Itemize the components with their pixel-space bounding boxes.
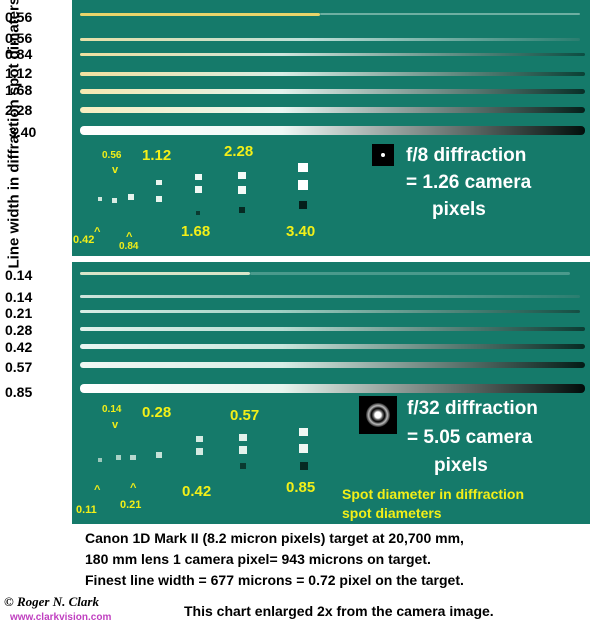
top-line-label: 3.40 [9,124,37,140]
bottom-line-label: 0.57 [5,359,33,375]
caret-marker: ^ [130,482,137,494]
test-line [80,327,585,331]
spot-label: 1.12 [142,147,172,164]
spot-label: 0.56 [102,150,122,161]
bottom-line-label: 0.85 [5,384,33,400]
spot [196,211,200,215]
spot [299,444,308,453]
diffraction-line: pixels [434,455,488,476]
spot [240,463,246,469]
spot-label: 0.84 [119,241,139,252]
spot [238,186,246,194]
spot [128,194,134,200]
diffraction-line: f/8 diffraction [406,145,527,166]
spot [116,455,121,460]
website-url: www.clarkvision.com [10,612,112,623]
spot [195,174,202,180]
spot-note: Spot diameter in diffraction [342,486,525,502]
caret-marker: ^ [94,484,101,496]
spot-label: 0.85 [286,479,316,496]
test-line [80,384,585,393]
test-line [80,310,580,313]
bottom-line-label: 0.21 [5,305,33,321]
test-line [80,344,585,349]
spot [298,163,308,172]
v-marker: v [112,419,119,431]
spot-label: 0.57 [230,407,260,424]
enlarged-note: This chart enlarged 2x from the camera i… [184,603,494,619]
bottom-line-label: 0.14 [5,267,33,283]
spot [130,455,136,460]
spot-label: 0.42 [182,483,212,500]
spot [195,186,202,193]
diffraction-line: pixels [432,199,486,220]
test-line [80,89,585,94]
spot-label: 0.42 [73,234,95,246]
spot [156,452,162,458]
spot [98,458,102,462]
f8-target-image: 0.56 1.12 2.28 v ^ 0.42 ^ 0.84 1.68 3.40… [72,0,590,256]
diffraction-line: f/32 diffraction [407,398,538,419]
caption-line: Canon 1D Mark II (8.2 micron pixels) tar… [85,530,464,546]
top-line-label: 2.28 [5,102,33,118]
test-line [80,272,250,275]
spot-label: 0.21 [120,499,142,511]
caret-marker: ^ [94,226,101,238]
spot-label: 1.68 [181,223,211,240]
spot [239,207,245,213]
diffraction-line: = 5.05 camera [407,427,533,448]
spot [239,446,247,454]
spot [299,201,307,209]
bottom-line-label: 0.42 [5,339,33,355]
spot-label: 0.11 [76,504,97,516]
test-line [80,107,585,113]
top-line-label: 0.56 [5,30,33,46]
test-line [80,126,585,135]
diffraction-line: = 1.26 camera [406,172,532,193]
spot-label: 2.28 [224,143,254,160]
panel-divider [72,256,590,262]
copyright: © Roger N. Clark [4,594,99,609]
spot-label: 3.40 [286,223,316,240]
top-line-label: 1.68 [5,82,33,98]
v-marker: v [112,164,119,176]
spot-note: spot diameters [342,505,442,521]
top-line-label: 0.84 [5,46,33,62]
spot [298,180,308,190]
test-line [80,362,585,368]
spot [112,198,117,203]
test-line [80,38,580,41]
top-line-label: 1.12 [5,65,33,81]
bottom-line-label: 0.14 [5,289,33,305]
test-line [320,13,580,15]
caption-line: 180 mm lens 1 camera pixel= 943 microns … [85,551,431,567]
spot [196,448,203,455]
spot [239,434,247,441]
spot [299,428,308,436]
spot [98,197,102,201]
spot [196,436,203,442]
spot-label: 0.14 [102,404,122,415]
test-line [80,13,320,16]
airy-disk-swatch [372,144,394,166]
spot [156,180,162,185]
f32-target-image: 0.14 0.28 0.57 v ^ 0.11 ^ 0.21 0.42 0.85… [72,262,590,524]
top-line-label: 0.56 [5,9,33,25]
spot-label: 0.28 [142,404,172,421]
caret-marker: ^ [126,231,133,243]
test-line [250,272,570,275]
test-line [80,53,585,56]
test-line [80,295,580,298]
spot [156,196,162,202]
airy-disk-swatch [359,396,397,434]
bottom-line-label: 0.28 [5,322,33,338]
spot [238,172,246,179]
spot [300,462,308,470]
caption-line: Finest line width = 677 microns = 0.72 p… [85,572,464,588]
test-line [80,72,585,76]
